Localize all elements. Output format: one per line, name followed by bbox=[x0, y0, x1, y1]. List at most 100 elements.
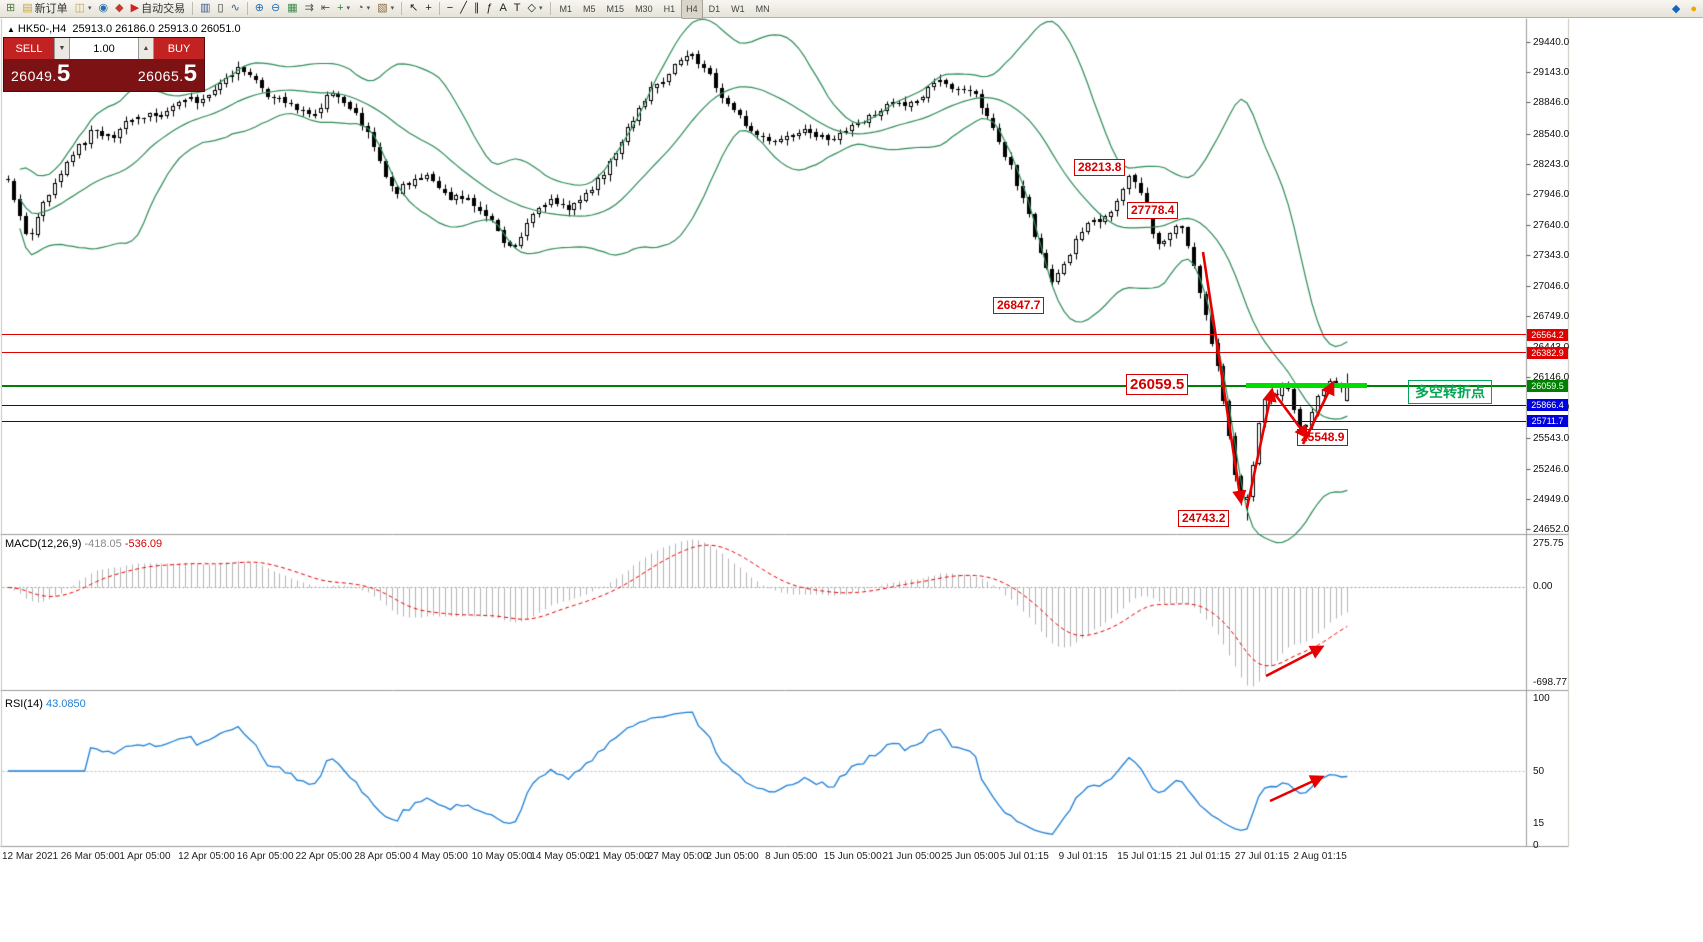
trendline-tool-icon: ╱ bbox=[460, 2, 467, 14]
cursor-tool-icon: ↖ bbox=[409, 2, 419, 14]
rsi-tick-label: 15 bbox=[1533, 817, 1545, 829]
zoom-in-icon[interactable]: ⊕ bbox=[252, 1, 267, 17]
auto-scroll-icon: ⇉ bbox=[304, 2, 314, 14]
shapes-tool-icon: ◇ bbox=[527, 2, 536, 14]
price-line-tag: 26059.5 bbox=[1527, 379, 1568, 392]
auto-trading-icon: ▶ bbox=[130, 2, 140, 14]
text-tool-icon: A bbox=[499, 2, 507, 14]
channel-tool-icon[interactable]: ∥ bbox=[471, 1, 483, 17]
volume-input[interactable] bbox=[70, 41, 138, 56]
candlestick-mode-icon[interactable]: ▯ bbox=[215, 1, 227, 17]
horizontal-line[interactable] bbox=[2, 334, 1526, 335]
time-axis-label: 27 Jul 01:15 bbox=[1234, 851, 1290, 862]
label-tool-icon[interactable]: T bbox=[511, 1, 524, 17]
dropdown-arrow-icon: ▾ bbox=[390, 4, 395, 12]
price-tick-label: 28243.0 bbox=[1533, 158, 1570, 170]
macd-indicator-label: MACD(12,26,9) -418.05 -536.09 bbox=[5, 538, 163, 550]
new-order-button[interactable]: ▤ 新订单 bbox=[19, 1, 70, 17]
time-axis-label: 15 Jun 05:00 bbox=[823, 851, 882, 862]
timeframe-w1-button[interactable]: W1 bbox=[731, 3, 745, 14]
horizontal-line[interactable] bbox=[2, 404, 1526, 406]
line-chart-mode-icon[interactable]: ∿ bbox=[228, 1, 243, 17]
auto-trading-button-label: 自动交易 bbox=[141, 2, 186, 15]
price-callout: 26059.5 bbox=[1126, 374, 1189, 395]
price-callout: 25548.9 bbox=[1297, 429, 1349, 446]
timeframe-d1-button[interactable]: D1 bbox=[708, 3, 721, 14]
price-tick-label: 28846.0 bbox=[1533, 97, 1570, 109]
data-window-icon[interactable]: ◆ bbox=[112, 1, 126, 17]
horizontal-line[interactable] bbox=[2, 384, 1526, 387]
community-icon[interactable]: ◆ bbox=[1671, 3, 1681, 15]
time-axis-label: 2 Jun 05:00 bbox=[706, 851, 759, 862]
templates-icon[interactable]: ▧ ▾ bbox=[374, 1, 397, 17]
fibonacci-tool-icon[interactable]: ƒ bbox=[483, 1, 495, 17]
channel-tool-icon: ∥ bbox=[473, 2, 480, 14]
trendline-tool-icon[interactable]: ╱ bbox=[457, 1, 470, 17]
price-callout: 26847.7 bbox=[993, 297, 1045, 314]
chart-shift-icon[interactable]: ⇤ bbox=[318, 1, 333, 17]
price-tick-label: 26749.0 bbox=[1533, 310, 1570, 322]
macd-tick-label: -698.77 bbox=[1533, 677, 1567, 688]
candlestick-mode-icon: ▯ bbox=[217, 2, 224, 14]
price-tick-label: 26146.0 bbox=[1533, 372, 1570, 384]
periods-icon[interactable]: ◔ ▾ bbox=[354, 1, 373, 17]
cursor-tool-icon[interactable]: ↖ bbox=[406, 1, 421, 17]
indicators-icon[interactable]: + ▾ bbox=[334, 1, 353, 17]
zoom-out-icon[interactable]: ⊖ bbox=[268, 1, 283, 17]
periods-icon: ◔ bbox=[357, 2, 364, 14]
timeframe-m15-button[interactable]: M15 bbox=[606, 3, 625, 14]
price-tick-label: 25246.0 bbox=[1533, 463, 1570, 475]
account-status-icon[interactable]: ● bbox=[1690, 3, 1697, 15]
rsi-tick-label: 50 bbox=[1533, 766, 1545, 777]
buy-price: 26065.5 bbox=[137, 60, 197, 87]
toolbar-right-icons: ◆ ● bbox=[1669, 0, 1700, 18]
bar-chart-mode-icon[interactable]: ▥ bbox=[197, 1, 213, 17]
rsi-tick-label: 0 bbox=[1533, 840, 1539, 851]
dropdown-arrow-icon: ▾ bbox=[88, 4, 92, 12]
timeframe-m5-button[interactable]: M5 bbox=[583, 3, 596, 14]
label-tool-icon: T bbox=[513, 2, 521, 14]
time-axis-label: 8 Jun 05:00 bbox=[765, 851, 818, 862]
main-toolbar: ⊞ ▤ 新订单 ◫ ▾ ◉ ◆ ▶ 自动交易 ▥ ▯ ∿ ⊕ ⊖ ▦ ⇉ ⇤ + ▾ ◔ ▾ ▧ ▾ ↖ + − ╱ ∥ ƒ A T ◇ ▾ M1… bbox=[0, 0, 1703, 19]
toolbar-separator bbox=[401, 2, 403, 15]
horizontal-line[interactable] bbox=[2, 420, 1526, 422]
shapes-tool-icon[interactable]: ◇ ▾ bbox=[525, 1, 546, 17]
market-watch-icon[interactable]: ◉ bbox=[96, 1, 112, 17]
new-order-button-label: 新订单 bbox=[34, 2, 68, 15]
support-highlight-segment[interactable] bbox=[1246, 383, 1367, 389]
buy-button[interactable]: BUY bbox=[154, 38, 204, 59]
horizontal-line-tool-icon[interactable]: − bbox=[444, 1, 456, 17]
toolbar-separator bbox=[246, 2, 248, 15]
time-axis-label: 12 Apr 05:00 bbox=[178, 851, 235, 862]
time-axis-label: 25 Jun 05:00 bbox=[941, 851, 1000, 862]
timeframe-h4-button[interactable]: H4 bbox=[681, 0, 703, 19]
time-axis-label: 5 Jul 01:15 bbox=[999, 851, 1049, 862]
auto-scroll-icon[interactable]: ⇉ bbox=[302, 1, 317, 17]
timeframe-h1-button[interactable]: H1 bbox=[663, 3, 676, 14]
price-tick-label: 24949.0 bbox=[1533, 493, 1570, 505]
price-tick-label: 27640.0 bbox=[1533, 220, 1570, 232]
auto-trading-button[interactable]: ▶ 自动交易 bbox=[128, 1, 188, 17]
new-chart-icon[interactable]: ⊞ bbox=[3, 1, 18, 17]
sell-button[interactable]: SELL bbox=[4, 38, 54, 59]
dropdown-arrow-icon: ▾ bbox=[539, 4, 543, 12]
timeframe-mn-button[interactable]: MN bbox=[755, 3, 770, 14]
timeframe-m30-button[interactable]: M30 bbox=[635, 3, 653, 14]
volume-increase-button[interactable]: ▲ bbox=[138, 38, 154, 59]
horizontal-line[interactable] bbox=[2, 352, 1526, 354]
volume-decrease-button[interactable]: ▼ bbox=[54, 38, 70, 59]
price-callout: 28213.8 bbox=[1074, 159, 1126, 176]
tile-windows-icon[interactable]: ▦ bbox=[284, 1, 300, 17]
timeframe-m1-button[interactable]: M1 bbox=[559, 3, 573, 14]
text-tool-icon[interactable]: A bbox=[496, 1, 509, 17]
turning-point-annotation[interactable]: 多空转折点 bbox=[1408, 380, 1492, 404]
time-axis-label: 10 May 05:00 bbox=[471, 851, 533, 862]
market-watch-icon: ◉ bbox=[98, 2, 109, 14]
chart-shift-icon: ⇤ bbox=[320, 2, 331, 14]
crosshair-tool-icon[interactable]: + bbox=[422, 1, 434, 17]
price-tick-label: 24652.0 bbox=[1533, 524, 1570, 535]
price-tick-label: 29440.0 bbox=[1533, 37, 1570, 48]
chart-profiles-icon[interactable]: ◫ ▾ bbox=[72, 1, 95, 17]
